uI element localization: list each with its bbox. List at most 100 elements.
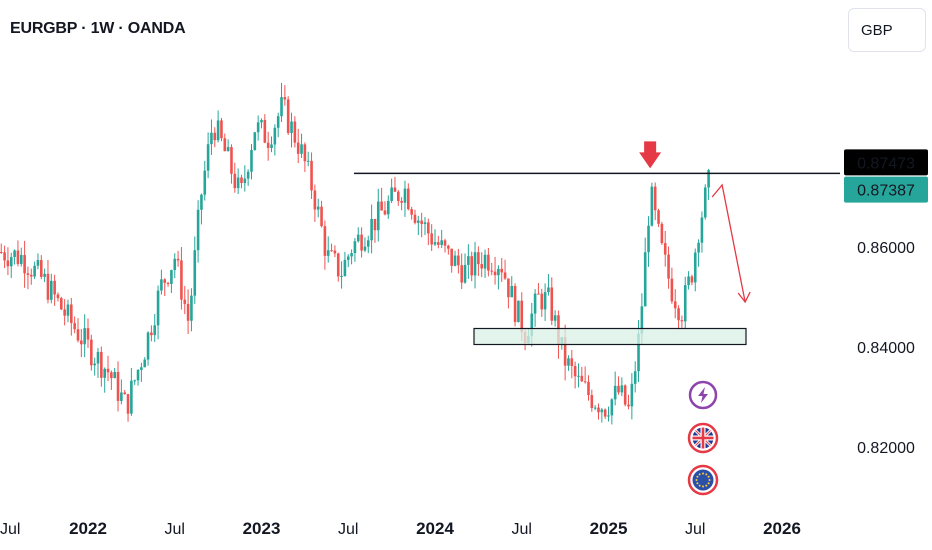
uk-flag-icon[interactable] — [687, 422, 719, 454]
candle-body — [497, 268, 500, 276]
candle-body — [386, 200, 390, 215]
time-axis: Jul 2022 Jul 2023 Jul 2024 Jul 2025 Jul … — [0, 519, 801, 538]
candle-body — [66, 304, 70, 316]
candle-body — [233, 173, 237, 189]
candle-body — [106, 368, 110, 373]
candle-body — [427, 222, 430, 234]
lightning-icon[interactable] — [688, 380, 718, 410]
candle-body — [206, 144, 210, 171]
candle-body — [517, 300, 520, 323]
candle-body — [243, 178, 247, 184]
candle-body — [240, 177, 243, 184]
candle-body — [480, 264, 484, 269]
candle-body — [640, 306, 644, 334]
candle-body — [597, 407, 600, 413]
candle-body — [583, 381, 587, 383]
candle-body — [667, 254, 670, 279]
candle-body — [250, 149, 253, 172]
candle-body — [610, 399, 614, 416]
candle-body — [320, 206, 323, 227]
candle-body — [553, 315, 557, 321]
candle-body — [26, 273, 30, 275]
candle-body — [370, 218, 373, 241]
candle-body — [360, 234, 363, 251]
x-tick-label: 2022 — [69, 519, 107, 538]
support-zone-box[interactable] — [473, 327, 747, 346]
candle-body — [130, 380, 133, 414]
candle-body — [530, 313, 534, 337]
candle-body — [423, 222, 427, 224]
candle-body — [76, 329, 80, 341]
candle-body — [623, 385, 627, 405]
candle-body — [150, 332, 153, 336]
candle-body — [183, 299, 187, 304]
candle-body — [587, 381, 590, 396]
candle-body — [520, 300, 524, 332]
candle-body — [603, 409, 607, 417]
candle-body — [356, 234, 360, 242]
candle-body — [390, 187, 393, 201]
candle-body — [29, 274, 33, 277]
candle-body — [39, 260, 43, 277]
candle-body — [120, 392, 123, 401]
candle-body — [547, 287, 550, 293]
candle-body — [437, 242, 440, 245]
candle-body — [430, 233, 433, 245]
candle-body — [300, 144, 303, 154]
candle-body — [510, 285, 514, 298]
candle-body — [73, 323, 76, 330]
candle-body — [60, 298, 63, 310]
candle-body — [590, 395, 594, 409]
candle-body — [507, 278, 510, 298]
candle-body — [63, 309, 66, 316]
candle-body — [83, 328, 86, 345]
candle-body — [380, 201, 383, 211]
candle-body — [280, 97, 283, 117]
candle-body — [23, 254, 26, 274]
candle-body — [143, 359, 147, 368]
candle-body — [600, 409, 604, 413]
candle-body — [100, 351, 103, 378]
candle-body — [403, 188, 407, 203]
candle-body — [16, 250, 20, 264]
candle-body — [90, 339, 93, 366]
candle-body — [647, 225, 650, 253]
candle-body — [700, 217, 704, 243]
candle-body — [216, 120, 220, 141]
candle-body — [373, 218, 377, 231]
forecast-arrow[interactable] — [711, 183, 746, 303]
candle-body — [693, 252, 697, 283]
candle-body — [103, 368, 106, 378]
candle-body — [306, 160, 310, 162]
candle-body — [570, 358, 574, 367]
candle-body — [166, 282, 170, 284]
candle-body — [413, 214, 417, 223]
eu-flag-icon[interactable] — [687, 464, 719, 496]
candle-body — [33, 265, 36, 277]
candle-body — [146, 332, 150, 360]
chart-title: EURGBP · 1W · OANDA — [10, 20, 186, 37]
candle-body — [540, 293, 544, 310]
candle-body — [210, 132, 213, 145]
y-tick-label: 0.84000 — [857, 340, 915, 357]
y-tick-label: 0.82000 — [857, 440, 915, 457]
candle-body — [453, 255, 457, 266]
candle-body — [447, 245, 450, 249]
candle-body — [49, 280, 53, 300]
candle-body — [483, 254, 487, 269]
candle-body — [463, 264, 467, 283]
candle-body — [43, 273, 46, 277]
candle-body — [443, 240, 447, 246]
candle-body — [263, 119, 267, 143]
candle-body — [650, 186, 654, 226]
candle-body — [223, 138, 227, 152]
candle-body — [350, 253, 353, 257]
candle-body — [176, 258, 180, 261]
candle-body — [113, 371, 116, 379]
candle-body — [643, 252, 647, 307]
candle-body — [316, 206, 320, 210]
candle-body — [6, 260, 10, 267]
candle-body — [116, 371, 120, 401]
currency-button[interactable]: GBP — [848, 8, 926, 52]
